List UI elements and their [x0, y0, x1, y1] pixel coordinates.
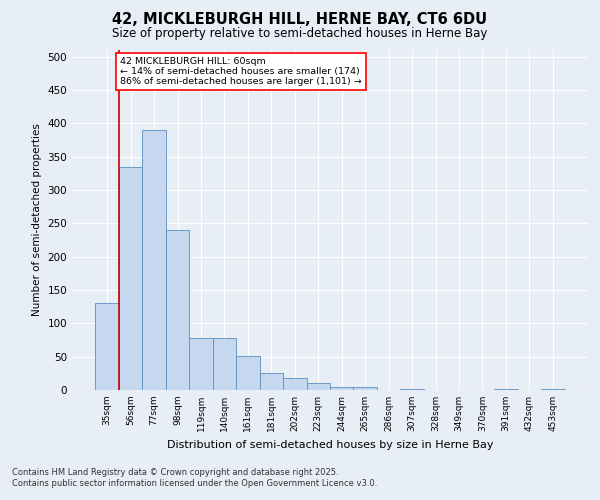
Bar [400, 388, 424, 390]
Text: Contains HM Land Registry data © Crown copyright and database right 2025.
Contai: Contains HM Land Registry data © Crown c… [12, 468, 377, 487]
Bar [236, 356, 260, 390]
Bar [189, 338, 213, 390]
Bar [541, 388, 565, 390]
Bar [307, 384, 330, 390]
Bar [494, 388, 518, 390]
Bar [353, 386, 377, 390]
Y-axis label: Number of semi-detached properties: Number of semi-detached properties [32, 124, 42, 316]
X-axis label: Distribution of semi-detached houses by size in Herne Bay: Distribution of semi-detached houses by … [167, 440, 493, 450]
Bar [330, 386, 353, 390]
Text: 42, MICKLEBURGH HILL, HERNE BAY, CT6 6DU: 42, MICKLEBURGH HILL, HERNE BAY, CT6 6DU [112, 12, 488, 28]
Text: Size of property relative to semi-detached houses in Herne Bay: Size of property relative to semi-detach… [112, 28, 488, 40]
Bar [166, 230, 189, 390]
Bar [283, 378, 307, 390]
Bar [95, 304, 119, 390]
Bar [142, 130, 166, 390]
Bar [213, 338, 236, 390]
Bar [119, 166, 142, 390]
Text: 42 MICKLEBURGH HILL: 60sqm
← 14% of semi-detached houses are smaller (174)
86% o: 42 MICKLEBURGH HILL: 60sqm ← 14% of semi… [120, 56, 362, 86]
Bar [260, 374, 283, 390]
